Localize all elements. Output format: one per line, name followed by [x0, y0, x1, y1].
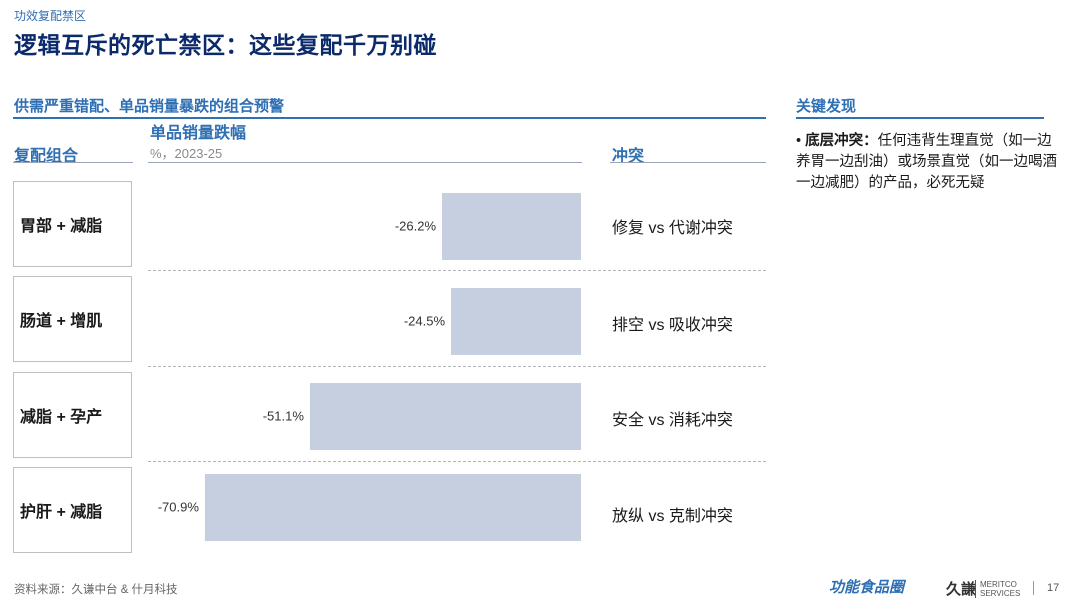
bar-value-label: -51.1% — [263, 409, 305, 424]
section-kicker: 功效复配禁区 — [14, 9, 87, 23]
company-logo: 久謙 — [946, 581, 977, 598]
col-header-metric-unit: %，2023-25 — [150, 146, 223, 161]
page-number: 17 — [1047, 582, 1060, 594]
page-title: 逻辑互斥的死亡禁区：这些复配千万别碰 — [14, 32, 437, 58]
bar — [451, 288, 581, 355]
col-conflict-rule — [610, 162, 766, 163]
conflict-label: 修复 vs 代谢冲突 — [612, 220, 733, 237]
conflict-label: 安全 vs 消耗冲突 — [612, 412, 733, 429]
right-section-rule — [796, 117, 1044, 119]
left-section-title: 供需严重错配、单品销量暴跌的组合预警 — [14, 98, 285, 115]
col-header-combo: 复配组合 — [14, 148, 79, 165]
conflict-label: 排空 vs 吸收冲突 — [612, 317, 733, 334]
row-divider — [148, 461, 766, 462]
bar — [309, 383, 581, 450]
col-header-conflict: 冲突 — [612, 148, 645, 165]
bar-value-label: -70.9% — [158, 500, 200, 515]
left-section-rule — [13, 117, 766, 119]
footer-divider — [1033, 581, 1034, 595]
finding-text: 任何违背生理直觉（如一边养胃一边刮油）或场景直觉（如一边喝酒一边减肥）的产品，必… — [796, 133, 1057, 191]
source-note: 资料来源：久谦中台 & 什月科技 — [14, 584, 178, 596]
meritco-line-1: MERITCO — [980, 580, 1017, 589]
key-finding: • 底层冲突：任何违背生理直觉（如一边养胃一边刮油）或场景直觉（如一边喝酒一边减… — [796, 131, 1058, 194]
combo-box: 减脂 + 孕产 — [13, 372, 132, 458]
bar-value-label: -26.2% — [395, 219, 437, 234]
meritco-logo: MERITCO SERVICES — [975, 580, 1020, 598]
conflict-label: 放纵 vs 克制冲突 — [612, 508, 733, 525]
col-metric-rule — [148, 162, 582, 163]
right-section-title: 关键发现 — [796, 98, 857, 115]
finding-lead: 底层冲突： — [805, 133, 878, 149]
combo-box: 胃部 + 减脂 — [13, 181, 132, 267]
combo-box: 护肝 + 减脂 — [13, 467, 132, 553]
combo-box: 肠道 + 增肌 — [13, 276, 132, 362]
col-combo-rule — [13, 162, 133, 163]
row-divider — [148, 366, 766, 367]
bar — [204, 474, 581, 541]
bar-value-label: -24.5% — [404, 314, 446, 329]
row-divider — [148, 270, 766, 271]
bullet: • — [796, 133, 802, 149]
bar — [442, 193, 581, 260]
meritco-line-2: SERVICES — [980, 589, 1021, 598]
brand-logo: 功能食品圈 — [829, 579, 905, 596]
col-header-metric: 单品销量跌幅 — [150, 125, 247, 142]
